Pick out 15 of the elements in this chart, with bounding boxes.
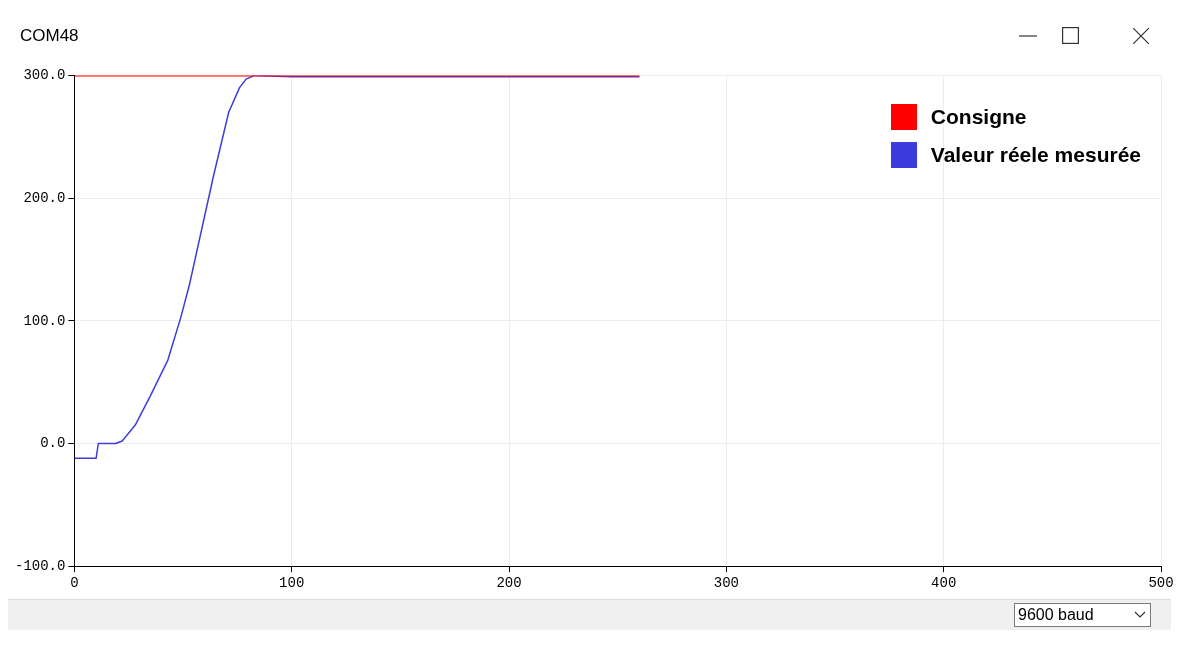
text: 9600 baud <box>1018 606 1095 624</box>
y-tick-label: 100.0 <box>23 312 66 329</box>
legend-label: Valeur réele mesurée <box>930 143 1141 167</box>
x-tick-label: 500 <box>1148 575 1174 592</box>
y-tick-label: 200.0 <box>23 189 66 206</box>
x-tick-label: 200 <box>496 575 522 592</box>
legend-label: Consigne <box>930 105 1027 129</box>
x-tick-label: 300 <box>713 575 739 592</box>
y-tick-label: 0.0 <box>40 435 66 452</box>
chart-title: COM48 <box>20 26 79 46</box>
x-tick-label: 0 <box>70 575 79 592</box>
y-tick-label: 300.0 <box>23 67 66 84</box>
x-tick-label: 100 <box>279 575 305 592</box>
y-tick-label: -100.0 <box>14 557 66 574</box>
x-tick-label: 400 <box>931 575 957 592</box>
